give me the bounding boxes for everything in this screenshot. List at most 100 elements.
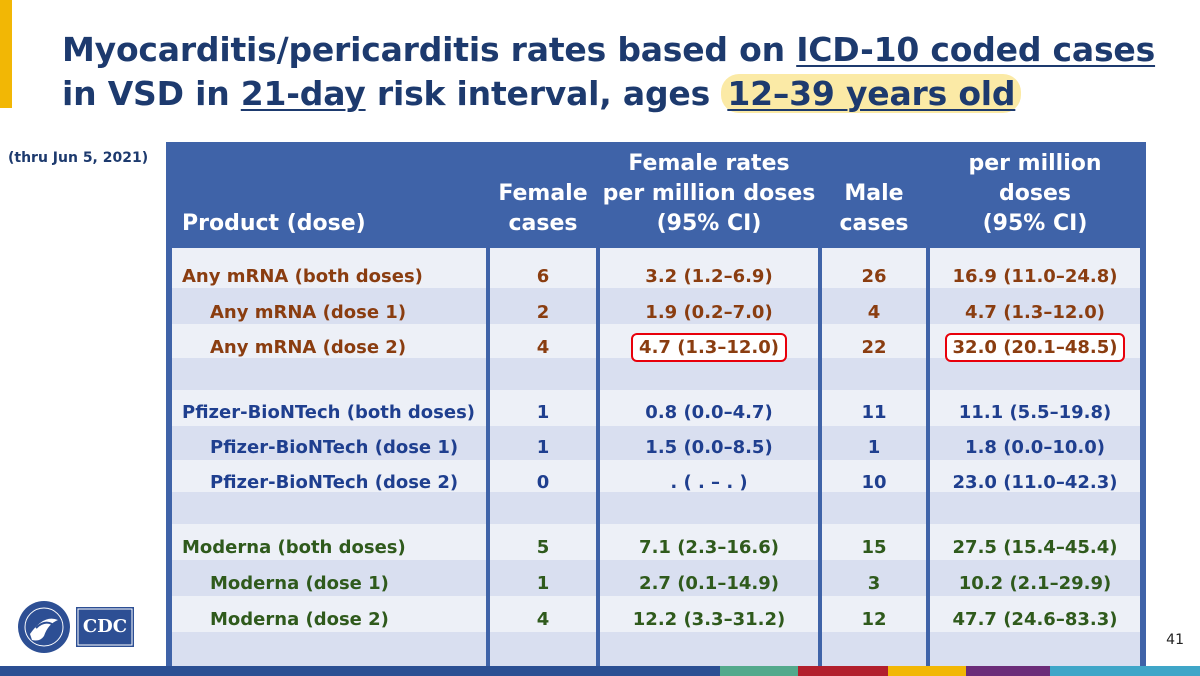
cell-text: 23.0 (11.0–42.3)	[952, 471, 1118, 493]
cell-text: 1	[536, 401, 550, 423]
row-band	[822, 524, 926, 560]
cell-text: 4	[536, 336, 550, 358]
title-21day-emphasis: 21-day	[240, 74, 366, 113]
cell-text: . ( . – . )	[670, 471, 748, 493]
cell-female-cases: 4	[490, 602, 596, 636]
cell-male-rate: 32.0 (20.1–48.5)	[930, 330, 1140, 364]
row-band	[930, 524, 1140, 560]
slide-title: Myocarditis/pericarditis rates based on …	[62, 28, 1155, 116]
row-band	[822, 324, 926, 358]
cell-text: Moderna (both doses)	[182, 536, 406, 558]
cell-text: 0	[536, 471, 550, 493]
cell-male-cases: 1	[822, 430, 926, 464]
cell-text: 1	[536, 572, 550, 594]
cell-female-cases: 2	[490, 295, 596, 329]
date-note: (thru Jun 5, 2021)	[8, 150, 149, 166]
cell-text: 6	[536, 265, 550, 287]
cdc-logo: CDC	[18, 601, 134, 653]
cell-male-cases: 10	[822, 465, 926, 499]
cell-male-rate: 47.7 (24.6–83.3)	[930, 602, 1140, 636]
cell-text: 1.9 (0.2–7.0)	[645, 301, 773, 323]
header-line: cases	[839, 211, 909, 236]
cell-male-rate: 16.9 (11.0–24.8)	[930, 259, 1140, 293]
cell-text: 3.2 (1.2–6.9)	[645, 265, 773, 287]
cell-text: 2.7 (0.1–14.9)	[639, 572, 779, 594]
row-band	[490, 524, 596, 560]
row-band	[172, 358, 486, 390]
row-band	[822, 288, 926, 324]
title-icd10-emphasis: ICD-10 coded cases	[796, 30, 1156, 69]
cell-product: Any mRNA (both doses)	[172, 259, 486, 293]
row-band	[600, 596, 818, 632]
row-band	[822, 492, 926, 524]
cell-male-cases: 26	[822, 259, 926, 293]
row-band	[600, 524, 818, 560]
row-band	[822, 358, 926, 390]
cell-text: 1.8 (0.0–10.0)	[965, 436, 1105, 458]
cell-text: 4.7 (1.3–12.0)	[965, 301, 1105, 323]
cell-text: 27.5 (15.4–45.4)	[952, 536, 1118, 558]
row-band	[822, 460, 926, 492]
row-band	[172, 596, 486, 632]
cell-male-cases: 4	[822, 295, 926, 329]
row-band	[490, 596, 596, 632]
title-line2-text: in VSD in	[62, 74, 241, 113]
row-band	[930, 426, 1140, 460]
row-band	[490, 460, 596, 492]
cell-male-rate: 4.7 (1.3–12.0)	[930, 295, 1140, 329]
row-band	[490, 324, 596, 358]
row-band	[930, 596, 1140, 632]
cell-female-rate: 7.1 (2.3–16.6)	[600, 530, 818, 564]
cell-product: Pfizer-BioNTech (both doses)	[172, 395, 486, 429]
header-female-rate: Female rates per million doses (95% CI)	[600, 148, 818, 244]
cell-text: 2	[536, 301, 550, 323]
cell-text: 1	[536, 436, 550, 458]
column-male-cases: Male cases 26 4 22 11 1 10 15 3 12	[822, 148, 926, 672]
cell-text: 12.2 (3.3–31.2)	[632, 608, 786, 630]
highlighted-value-box: 32.0 (20.1–48.5)	[944, 332, 1126, 362]
row-band	[172, 324, 486, 358]
cell-text: 26	[861, 265, 887, 287]
cell-text: 7.1 (2.3–16.6)	[639, 536, 779, 558]
cell-female-rate: 2.7 (0.1–14.9)	[600, 566, 818, 600]
cell-product: Any mRNA (dose 2)	[172, 330, 486, 364]
row-band	[172, 248, 486, 288]
row-band	[600, 390, 818, 426]
cell-text: 11	[861, 401, 887, 423]
header-line: per million doses	[602, 181, 816, 206]
row-band	[930, 358, 1140, 390]
row-band	[490, 248, 596, 288]
row-band	[930, 390, 1140, 426]
cell-female-cases: 6	[490, 259, 596, 293]
title-age-highlight: 12–39 years old	[721, 74, 1022, 113]
header-line: Female	[498, 181, 588, 206]
cell-text: 16.9 (11.0–24.8)	[952, 265, 1118, 287]
row-band	[822, 560, 926, 596]
cell-male-rate: 27.5 (15.4–45.4)	[930, 530, 1140, 564]
row-band	[600, 632, 818, 672]
row-band	[822, 390, 926, 426]
header-line: (95% CI)	[656, 211, 762, 236]
cell-male-cases: 11	[822, 395, 926, 429]
cell-text: 4	[536, 608, 550, 630]
cell-female-cases: 0	[490, 465, 596, 499]
cell-text: 0.8 (0.0–4.7)	[645, 401, 773, 423]
row-band	[600, 560, 818, 596]
title-line2-middle: risk interval, ages	[365, 74, 722, 113]
cell-male-rate: 23.0 (11.0–42.3)	[930, 465, 1140, 499]
cell-text: 3	[867, 572, 881, 594]
row-band	[822, 426, 926, 460]
header-female-cases: Female cases	[490, 148, 596, 244]
cell-text: 47.7 (24.6–83.3)	[952, 608, 1118, 630]
column-female-cases: Female cases 6 2 4 1 1 0 5 1 4	[490, 148, 596, 672]
row-band	[172, 632, 486, 672]
row-band	[490, 560, 596, 596]
cell-female-rate: 12.2 (3.3–31.2)	[600, 602, 818, 636]
row-band	[490, 632, 596, 672]
title-line1-text: Myocarditis/pericarditis rates based on	[62, 30, 797, 69]
row-band	[172, 492, 486, 524]
row-band	[600, 460, 818, 492]
cell-text: Pfizer-BioNTech (both doses)	[182, 401, 476, 423]
cell-female-cases: 1	[490, 395, 596, 429]
column-product: Product (dose) Any mRNA (both doses) Any m…	[172, 148, 486, 672]
